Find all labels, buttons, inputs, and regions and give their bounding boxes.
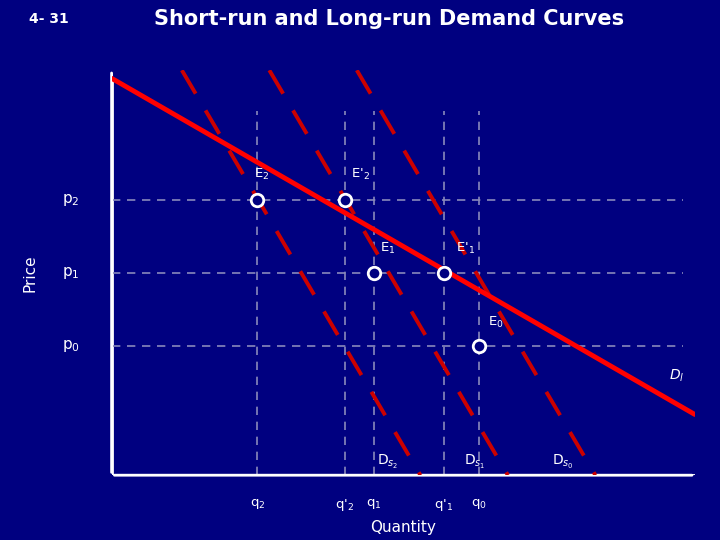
Text: p$_1$: p$_1$: [62, 265, 79, 281]
Text: E$_0$: E$_0$: [487, 315, 503, 330]
Text: E$_1$: E$_1$: [380, 241, 395, 256]
Text: q$_0$: q$_0$: [471, 497, 487, 511]
Text: q$_2$: q$_2$: [250, 497, 265, 511]
Text: p$_2$: p$_2$: [62, 192, 79, 208]
Text: E'$_1$: E'$_1$: [456, 241, 474, 256]
Text: D$_{s_2}$: D$_{s_2}$: [377, 453, 398, 471]
Text: 4- 31: 4- 31: [29, 12, 68, 26]
Text: Short-run and Long-run Demand Curves: Short-run and Long-run Demand Curves: [154, 9, 624, 29]
Text: E$_2$: E$_2$: [254, 166, 270, 181]
Text: Price: Price: [22, 254, 37, 292]
Text: E'$_2$: E'$_2$: [351, 166, 370, 181]
Text: D$_{s_0}$: D$_{s_0}$: [552, 453, 574, 471]
Text: Quantity: Quantity: [370, 519, 436, 535]
Text: D$_{s_1}$: D$_{s_1}$: [464, 453, 486, 471]
Text: q'$_1$: q'$_1$: [434, 497, 454, 514]
Text: q'$_2$: q'$_2$: [336, 497, 354, 514]
Text: q$_1$: q$_1$: [366, 497, 382, 511]
Text: p$_0$: p$_0$: [62, 338, 79, 354]
Text: D$_l$: D$_l$: [669, 368, 684, 384]
